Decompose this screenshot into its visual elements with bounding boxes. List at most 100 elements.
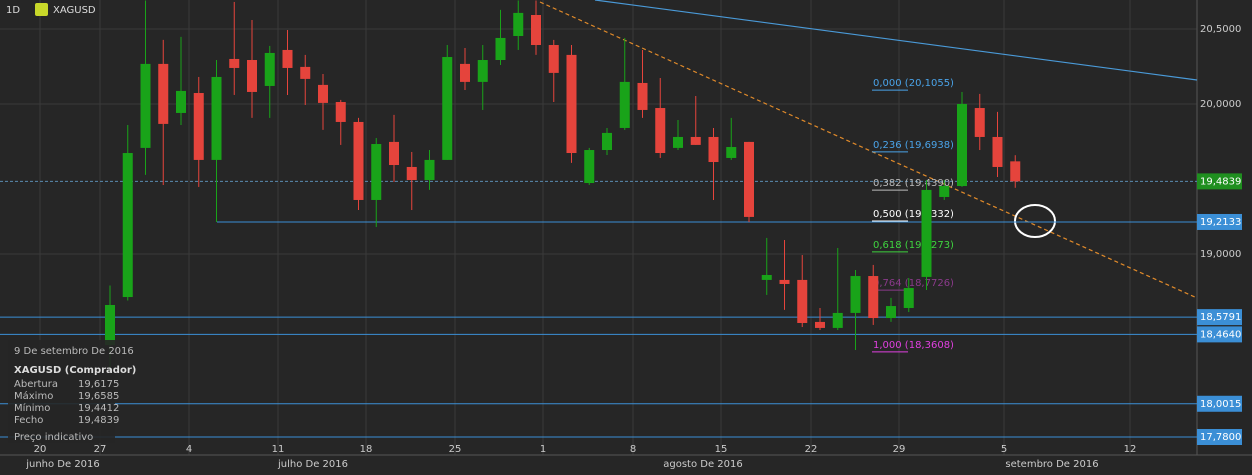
fib-label: 0,764 (18,7726) — [873, 278, 954, 289]
candle-body — [424, 159, 435, 181]
y-tick-label: 20,0000 — [1200, 99, 1241, 110]
price-tag — [1197, 309, 1242, 326]
candle-body — [744, 141, 754, 217]
price-tag-label: 19,2133 — [1200, 217, 1241, 228]
candle-body — [903, 288, 914, 308]
candle-body — [176, 90, 186, 113]
price-tag — [1197, 326, 1242, 343]
candle-body — [158, 63, 169, 124]
price-tag-label: 18,5791 — [1200, 312, 1241, 323]
candle-body — [850, 276, 861, 313]
price-tag-label: 18,4640 — [1200, 329, 1241, 340]
candle-body — [619, 81, 630, 128]
candle-body — [1010, 161, 1021, 182]
price-tag — [1197, 173, 1242, 190]
candle-body — [602, 132, 612, 151]
info-date: 9 De setembro De 2016 — [14, 346, 134, 357]
candle-body — [655, 108, 666, 154]
symbol[interactable]: XAGUSD — [53, 5, 96, 16]
x-tick-label: 15 — [715, 444, 728, 455]
candle-body — [957, 103, 967, 187]
candle-body — [406, 166, 417, 181]
price-tag — [1197, 395, 1242, 412]
candle-body — [761, 274, 772, 280]
candle-body — [974, 108, 985, 137]
info-row-value: 19,6175 — [78, 379, 119, 390]
month-label: setembro De 2016 — [1005, 459, 1098, 470]
trendline — [594, 0, 1198, 81]
x-tick-label: 29 — [893, 444, 906, 455]
candle-body — [193, 93, 204, 160]
candle-body — [282, 49, 293, 68]
x-tick-label: 1 — [540, 444, 546, 455]
candle-body — [335, 102, 346, 122]
x-tick-label: 25 — [449, 444, 462, 455]
price-tag — [1197, 213, 1242, 230]
candle-body — [229, 58, 240, 68]
candle-body — [673, 136, 683, 148]
x-tick-label: 22 — [805, 444, 818, 455]
fib-label: 0,382 (19,4390) — [873, 178, 954, 189]
trendline-dashed — [539, 1, 1198, 299]
y-tick-label: 19,0000 — [1200, 249, 1241, 260]
info-row-value: 19,4412 — [78, 403, 119, 414]
candle-body — [371, 144, 382, 200]
candle-body — [105, 304, 115, 346]
candle-body — [637, 82, 648, 110]
candle-body — [140, 63, 151, 148]
month-label: julho De 2016 — [277, 459, 348, 470]
x-tick-label: 27 — [94, 444, 107, 455]
info-box — [8, 340, 115, 443]
symbol-icon — [35, 3, 48, 16]
price-tag — [1197, 428, 1242, 445]
info-row-value: 19,4839 — [78, 415, 119, 426]
candle-body — [460, 63, 470, 82]
interval[interactable]: 1D — [6, 5, 20, 16]
candle-body — [353, 121, 364, 200]
fib-label: 0,618 (19,0273) — [873, 240, 954, 251]
fib-label: 1,000 (18,3608) — [873, 340, 954, 351]
candle-body — [921, 189, 932, 277]
price-tag-label: 19,4839 — [1200, 176, 1241, 187]
candle-body — [122, 153, 133, 298]
price-tag-label: 18,0015 — [1200, 399, 1241, 410]
candle-body — [832, 312, 843, 328]
candle-body — [779, 279, 790, 284]
price-tag-label: 17,7800 — [1200, 432, 1241, 443]
info-row-label: Mínimo — [14, 402, 50, 414]
candle-body — [513, 12, 524, 37]
candle-body — [566, 54, 577, 154]
info-row-label: Máximo — [14, 390, 53, 402]
candle-body — [477, 60, 488, 82]
candle-body — [318, 84, 328, 103]
candle-body — [815, 321, 825, 328]
info-rows: Abertura 19,6175 Máximo 19,6585 Mínimo 19,441… — [14, 379, 119, 426]
month-label: agosto De 2016 — [663, 459, 743, 470]
x-tick-label: 11 — [272, 444, 285, 455]
fib-label: 0,500 (19,2332) — [873, 209, 954, 220]
info-row-label: Abertura — [14, 379, 58, 390]
x-tick-label: 20 — [34, 444, 47, 455]
month-label: junho De 2016 — [25, 459, 100, 470]
candle-body — [690, 136, 701, 145]
candle-body — [992, 136, 1003, 167]
candle-body — [584, 150, 595, 184]
candle-body — [548, 45, 559, 73]
grid — [0, 0, 1197, 455]
candle-body — [300, 66, 311, 79]
candle-body — [442, 57, 453, 160]
info-row-value: 19,6585 — [78, 391, 119, 402]
x-tick-label: 12 — [1124, 444, 1137, 455]
candle-body — [886, 306, 896, 319]
candle-body — [531, 15, 541, 46]
x-tick-label: 5 — [1001, 444, 1007, 455]
info-row-label: Fecho — [14, 415, 43, 426]
candle-body — [211, 76, 222, 160]
info-footer: Preço indicativo — [14, 432, 93, 443]
candle-body — [495, 37, 506, 61]
candle-body — [247, 60, 257, 92]
fib-label: 0,236 (19,6938) — [873, 140, 954, 151]
candle-body — [708, 136, 719, 163]
